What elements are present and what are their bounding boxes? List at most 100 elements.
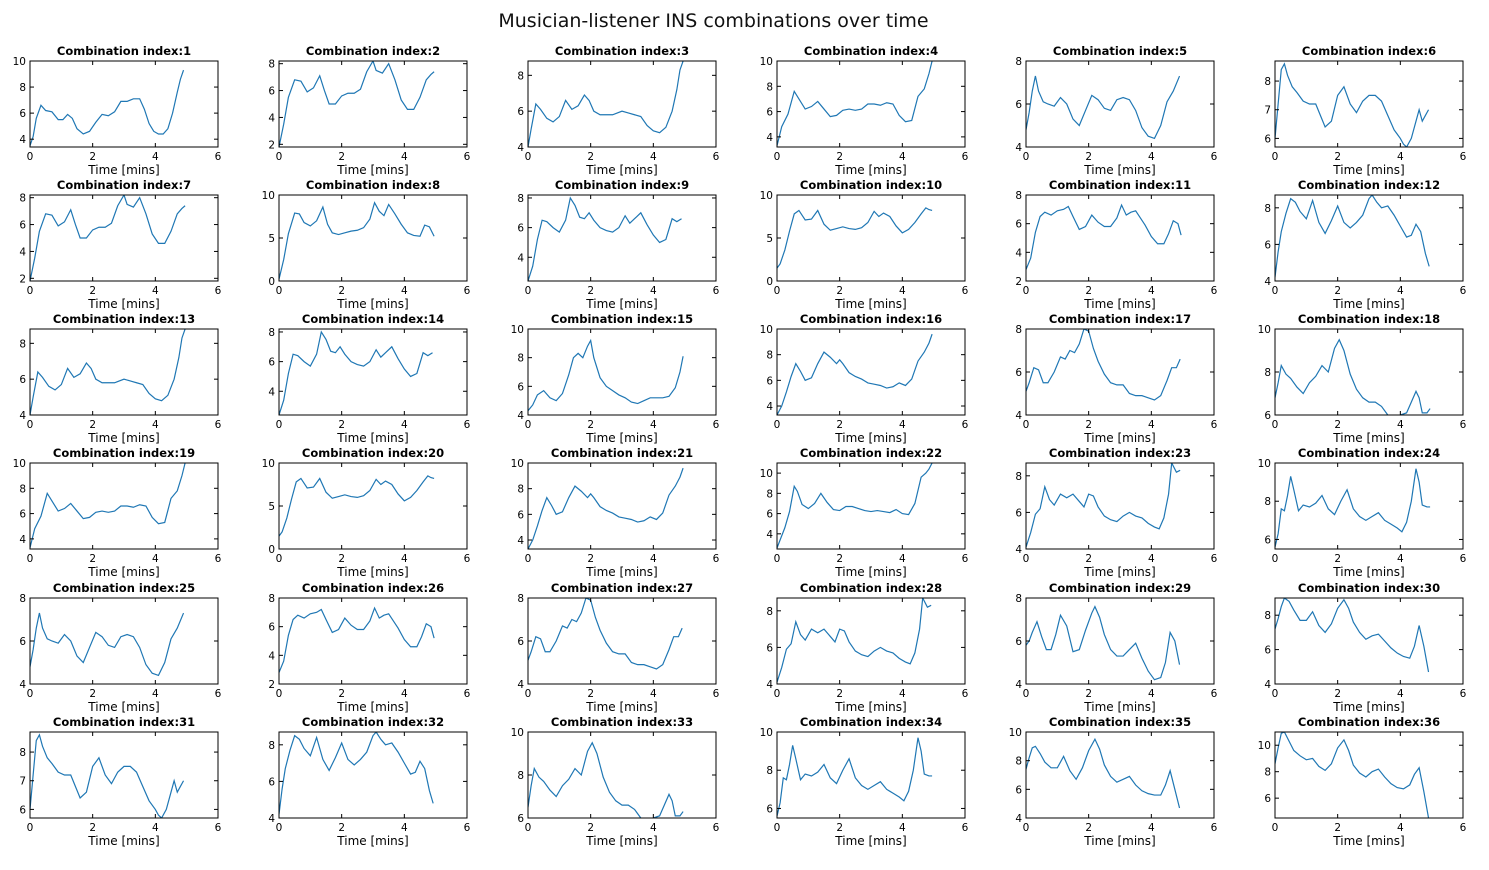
x-tick-label: 2 (836, 688, 843, 700)
x-tick-label: 2 (1085, 285, 1092, 297)
subplot-title: Combination index:9 (555, 178, 689, 192)
x-tick-label: 2 (1334, 688, 1341, 700)
x-tick-label: 2 (89, 285, 96, 297)
subplot-10: Combination index:10 0 2 4 6 0 5 10 Time [mins] (760, 178, 969, 311)
figure-title: Musician-listener INS combinations over … (498, 10, 929, 32)
subplot-title: Combination index:10 (800, 178, 942, 192)
x-tick-label: 0 (774, 285, 781, 297)
subplot-32: Combination index:32 0 2 4 6 4 6 8 Time [mins] (268, 715, 470, 848)
x-tick-label: 6 (713, 822, 720, 834)
x-tick-label: 4 (1397, 151, 1404, 163)
x-tick-label: 6 (1460, 151, 1467, 163)
x-tick-label: 0 (1023, 419, 1030, 431)
subplot-title: Combination index:3 (555, 44, 689, 58)
y-tick-label: 4 (517, 679, 524, 691)
y-tick-label: 6 (1264, 133, 1271, 145)
x-tick-label: 4 (1397, 688, 1404, 700)
x-tick-label: 4 (152, 151, 159, 163)
series-line (1026, 737, 1181, 809)
subplot-13: Combination index:13 0 2 4 6 4 6 8 Time [mins] (19, 312, 221, 445)
x-tick-label: 6 (713, 151, 720, 163)
series-line (1275, 732, 1430, 818)
x-tick-label: 6 (215, 419, 222, 431)
y-tick-label: 10 (1258, 740, 1271, 752)
y-tick-label: 0 (268, 276, 275, 288)
y-tick-label: 6 (19, 108, 26, 120)
y-tick-label: 8 (1264, 610, 1271, 622)
series-line (1026, 329, 1181, 401)
series-line (30, 463, 186, 548)
x-tick-label: 4 (1148, 688, 1155, 700)
y-tick-label: 5 (766, 233, 773, 245)
y-tick-label: 6 (517, 509, 524, 521)
subplot-15: Combination index:15 0 2 4 6 4 6 8 10 Time [mins] (511, 312, 720, 445)
y-tick-label: 8 (19, 483, 26, 495)
x-tick-label: 6 (1211, 553, 1218, 565)
y-tick-label: 4 (19, 410, 26, 422)
series-line (1275, 62, 1430, 147)
series-line (528, 196, 682, 281)
subplot-25: Combination index:25 0 2 4 6 4 6 8 Time [mins] (19, 581, 221, 714)
series-line (30, 69, 185, 146)
subplot-title: Combination index:22 (800, 446, 942, 460)
subplot-22: Combination index:22 0 2 4 6 4 6 8 10 Time [mins] (760, 446, 969, 579)
y-tick-label: 6 (1015, 219, 1022, 231)
y-tick-label: 8 (1264, 496, 1271, 508)
subplot-29: Combination index:29 0 2 4 6 4 6 8 Time [mins] (1015, 581, 1217, 714)
series-line (279, 201, 435, 280)
y-tick-label: 6 (517, 223, 524, 235)
x-tick-label: 0 (1023, 822, 1030, 834)
x-tick-label: 4 (650, 151, 657, 163)
subplot-18: Combination index:18 0 2 4 6 6 8 10 Time [mins] (1258, 312, 1467, 445)
x-tick-label: 4 (401, 151, 408, 163)
x-axis-label: Time [mins] (336, 297, 408, 311)
x-tick-label: 4 (152, 688, 159, 700)
x-tick-label: 4 (401, 419, 408, 431)
subplot-title: Combination index:13 (53, 312, 195, 326)
x-tick-label: 0 (27, 419, 34, 431)
axes-frame (776, 328, 966, 416)
subplot-20: Combination index:20 0 2 4 6 0 5 10 Time [mins] (262, 446, 471, 579)
x-axis-label: Time [mins] (585, 297, 657, 311)
x-tick-label: 4 (401, 688, 408, 700)
x-axis-label: Time [mins] (336, 565, 408, 579)
series-line (1275, 598, 1430, 673)
y-tick-label: 8 (268, 740, 275, 752)
x-axis-label: Time [mins] (834, 431, 906, 445)
subplot-34: Combination index:34 0 2 4 6 6 8 10 Time [mins] (760, 715, 969, 848)
y-tick-label: 8 (1264, 367, 1271, 379)
y-tick-label: 5 (268, 233, 275, 245)
x-tick-label: 6 (962, 553, 969, 565)
y-tick-label: 2 (1015, 276, 1022, 288)
x-tick-label: 6 (962, 822, 969, 834)
y-tick-label: 6 (517, 813, 524, 825)
y-tick-label: 10 (1009, 727, 1022, 739)
x-tick-label: 0 (525, 285, 532, 297)
series-line (777, 737, 933, 817)
x-tick-label: 0 (1272, 285, 1279, 297)
y-tick-label: 8 (1015, 756, 1022, 768)
x-tick-label: 6 (962, 419, 969, 431)
x-axis-label: Time [mins] (1083, 431, 1155, 445)
axes-frame (29, 462, 219, 550)
subplot-8: Combination index:8 0 2 4 6 0 5 10 Time [mins] (262, 178, 471, 311)
x-axis-label: Time [mins] (87, 700, 159, 714)
x-tick-label: 0 (525, 419, 532, 431)
x-tick-label: 2 (338, 553, 345, 565)
axes-frame (776, 462, 966, 550)
x-axis-label: Time [mins] (1083, 834, 1155, 848)
series-line (528, 61, 684, 147)
y-tick-label: 10 (1258, 324, 1271, 336)
y-tick-label: 8 (766, 488, 773, 500)
y-tick-label: 8 (517, 353, 524, 365)
x-tick-label: 2 (338, 285, 345, 297)
y-tick-label: 8 (766, 606, 773, 618)
x-tick-label: 0 (525, 151, 532, 163)
x-tick-label: 6 (1211, 151, 1218, 163)
y-tick-label: 6 (517, 636, 524, 648)
subplot-title: Combination index:14 (302, 312, 444, 326)
x-tick-label: 6 (215, 822, 222, 834)
x-tick-label: 4 (899, 553, 906, 565)
y-tick-label: 6 (1264, 645, 1271, 657)
